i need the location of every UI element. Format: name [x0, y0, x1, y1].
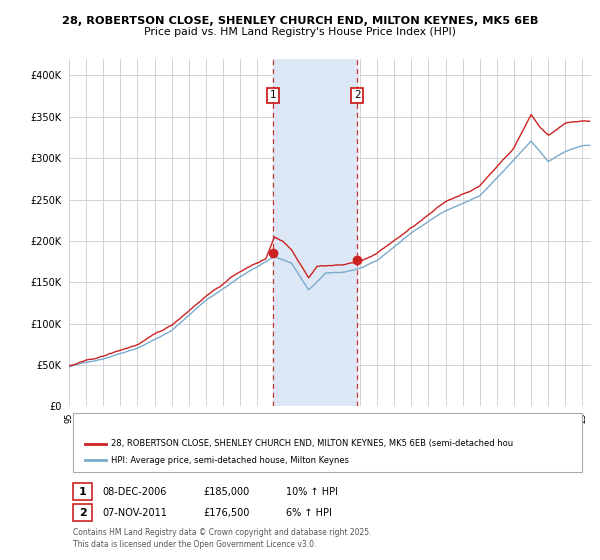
Text: 1: 1 [269, 90, 277, 100]
Text: 07-NOV-2011: 07-NOV-2011 [102, 507, 167, 517]
Text: 2: 2 [354, 90, 361, 100]
Text: 28, ROBERTSON CLOSE, SHENLEY CHURCH END, MILTON KEYNES, MK5 6EB: 28, ROBERTSON CLOSE, SHENLEY CHURCH END,… [62, 16, 538, 26]
Text: Contains HM Land Registry data © Crown copyright and database right 2025.
This d: Contains HM Land Registry data © Crown c… [73, 528, 372, 549]
Text: Price paid vs. HM Land Registry's House Price Index (HPI): Price paid vs. HM Land Registry's House … [144, 27, 456, 37]
FancyBboxPatch shape [73, 504, 92, 521]
Text: 1: 1 [79, 487, 87, 497]
Text: HPI: Average price, semi-detached house, Milton Keynes: HPI: Average price, semi-detached house,… [111, 456, 349, 465]
Text: 6% ↑ HPI: 6% ↑ HPI [287, 507, 332, 517]
Text: 08-DEC-2006: 08-DEC-2006 [102, 487, 166, 497]
Text: £176,500: £176,500 [204, 507, 250, 517]
Text: £185,000: £185,000 [204, 487, 250, 497]
Text: 2: 2 [79, 507, 87, 517]
Text: 28, ROBERTSON CLOSE, SHENLEY CHURCH END, MILTON KEYNES, MK5 6EB (semi-detached h: 28, ROBERTSON CLOSE, SHENLEY CHURCH END,… [111, 440, 513, 449]
Text: 10% ↑ HPI: 10% ↑ HPI [287, 487, 338, 497]
Bar [273, 59, 358, 407]
FancyBboxPatch shape [73, 483, 92, 501]
FancyBboxPatch shape [73, 413, 583, 472]
